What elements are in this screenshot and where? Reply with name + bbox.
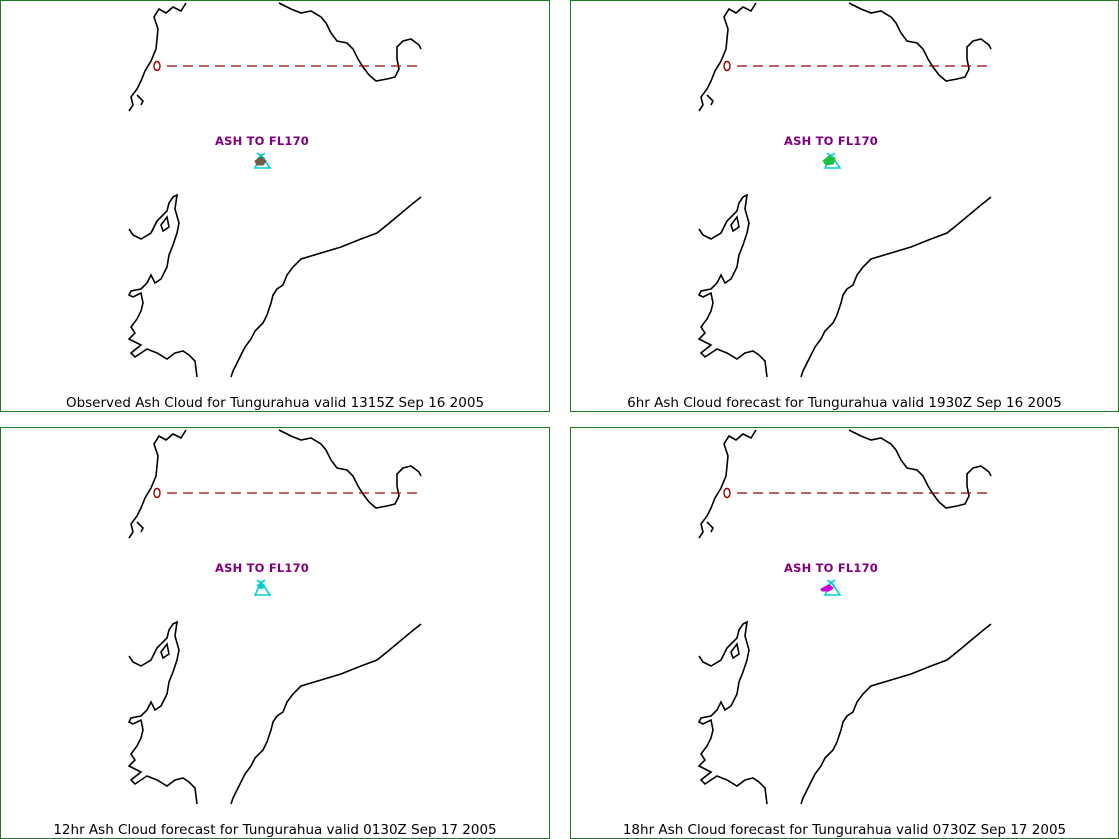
equator-zero-icon [153, 487, 161, 499]
volcano-triangle-icon [253, 579, 272, 596]
map-panel-6hr: ASH TO FL170 6hr Ash Cloud forecast for … [570, 0, 1119, 412]
map-canvas [127, 429, 422, 805]
equator-line [723, 487, 989, 499]
panel-caption: 12hr Ash Cloud forecast for Tungurahua v… [53, 822, 497, 838]
equator-zero-icon [723, 487, 731, 499]
equator-line [153, 487, 419, 499]
equator-zero-icon [153, 60, 161, 72]
equator-zero-icon [723, 60, 731, 72]
ash-level-label: ASH TO FL170 [214, 134, 310, 148]
coastline [127, 2, 422, 378]
ash-cloud-shape [822, 155, 836, 166]
ash-level-label: ASH TO FL170 [783, 561, 879, 575]
panel-caption: 6hr Ash Cloud forecast for Tungurahua va… [627, 395, 1062, 411]
panel-caption: Observed Ash Cloud for Tungurahua valid … [65, 395, 485, 411]
map-panel-12hr: ASH TO FL170 12hr Ash Cloud forecast for… [0, 427, 550, 839]
ash-level-label: ASH TO FL170 [783, 134, 879, 148]
map-canvas [697, 429, 992, 805]
ash-cloud-shape [257, 583, 265, 590]
ash-cloud-shape [820, 584, 834, 592]
coastline [697, 429, 992, 805]
map-canvas [127, 2, 422, 378]
coastline [697, 2, 992, 378]
panel-caption: 18hr Ash Cloud forecast for Tungurahua v… [622, 822, 1067, 838]
ash-cloud-shape [254, 156, 267, 166]
equator-line [723, 60, 989, 72]
map-panel-18hr: ASH TO FL170 18hr Ash Cloud forecast for… [570, 427, 1119, 839]
map-canvas [697, 2, 992, 378]
equator-line [153, 60, 419, 72]
coastline [127, 429, 422, 805]
map-panel-observed: ASH TO FL170 Observed Ash Cloud for Tung… [0, 0, 550, 412]
ash-level-label: ASH TO FL170 [214, 561, 310, 575]
